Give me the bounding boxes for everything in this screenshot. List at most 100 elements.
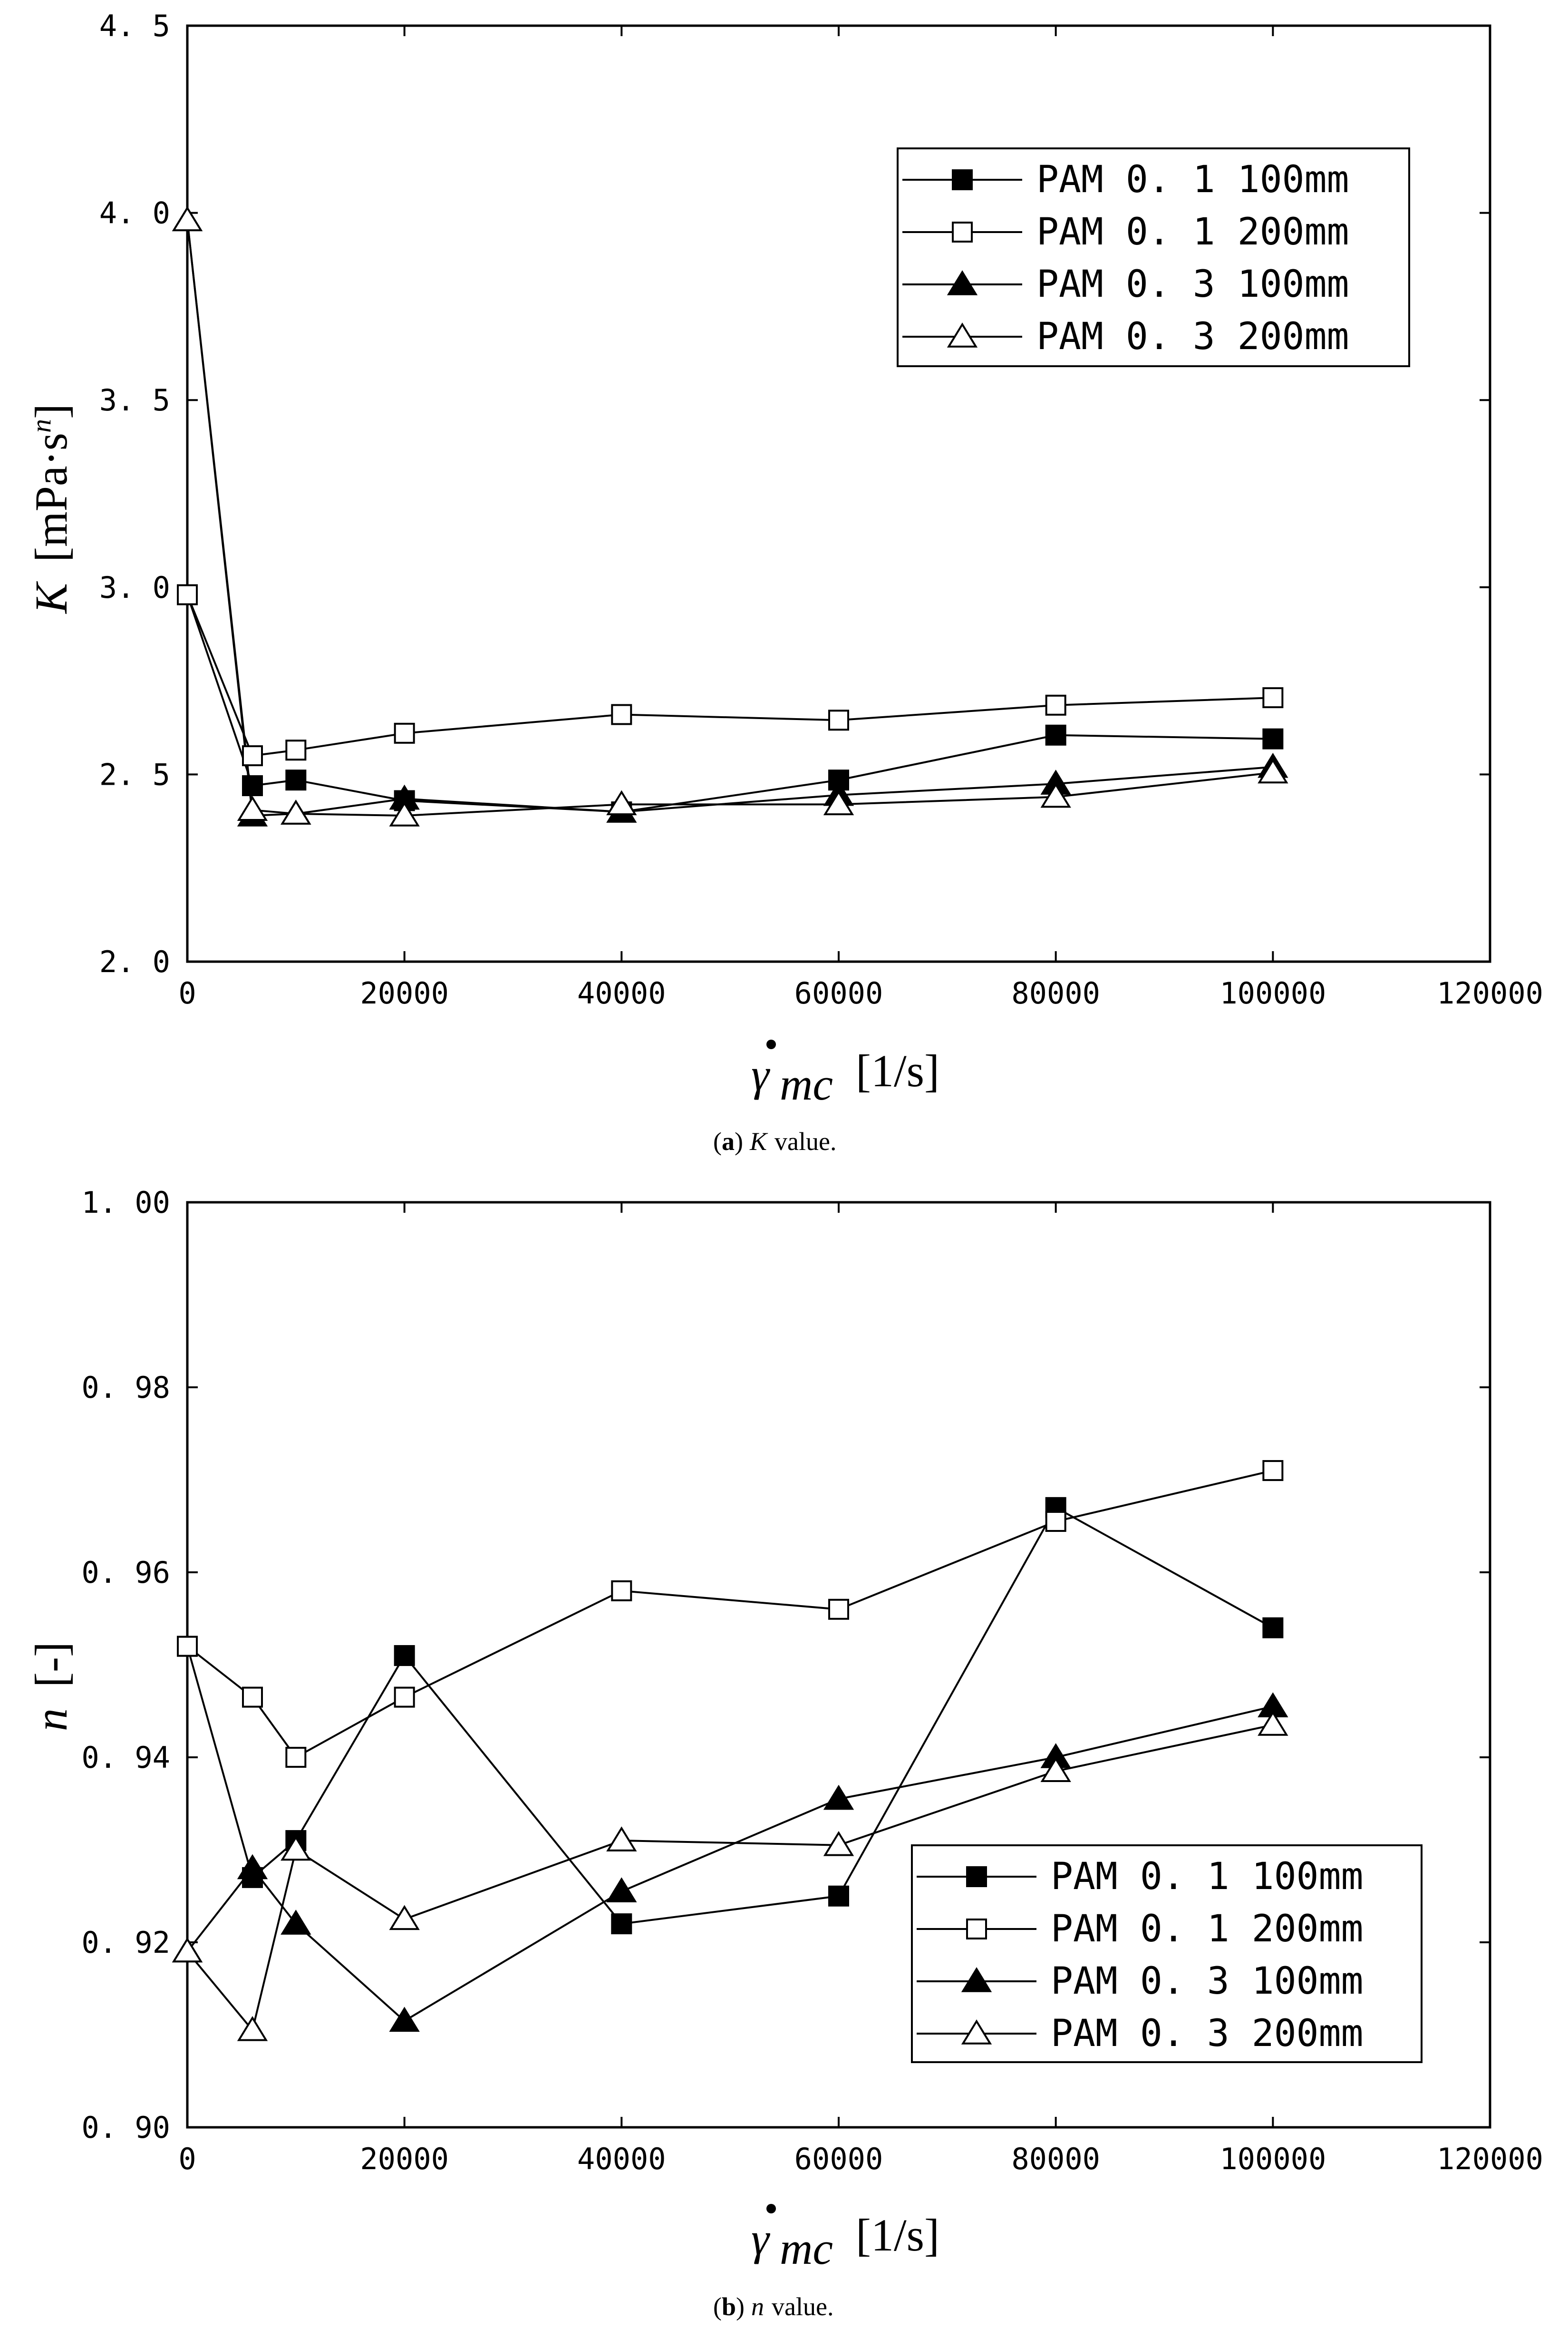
axis-ticks-a: 0 20000 40000 60000 80000 100000 120000 2. 0 2. …	[99, 9, 1543, 1011]
data-point	[828, 1598, 849, 1620]
y-tick-label: 4. 0	[99, 196, 170, 231]
y-tick-label: 2. 5	[99, 757, 170, 792]
data-point	[828, 1885, 849, 1907]
x-tick-label: 20000	[360, 2142, 449, 2176]
x-tick-label: 120000	[1437, 976, 1543, 1011]
data-point	[1258, 758, 1288, 784]
data-point	[606, 790, 637, 816]
legend-box-b	[911, 1844, 1423, 2063]
data-point	[1045, 1511, 1066, 1532]
data-point	[606, 1877, 637, 1902]
legend-marker	[961, 2019, 992, 2045]
legend-label: PAM 0. 1 200mm	[1036, 211, 1349, 253]
y-tick-label: 0. 98	[81, 1370, 170, 1405]
x-tick-label: 100000	[1220, 2142, 1326, 2176]
data-point	[611, 1913, 632, 1935]
data-point	[823, 1831, 854, 1856]
data-point	[237, 2016, 268, 2041]
x-tick-label: 0	[178, 2142, 196, 2176]
y-axis-exponent-a: n	[26, 419, 57, 433]
x-axis-unit-b: [1/s]	[856, 2210, 939, 2260]
legend-label: PAM 0. 3 200mm	[1051, 2012, 1363, 2055]
data-point	[1262, 1617, 1284, 1638]
x-tick-label: 120000	[1437, 2142, 1543, 2176]
caption-a-text: value.	[774, 1127, 836, 1156]
legend-entries-a: PAM 0. 1 100mm PAM 0. 1 200mm PAM 0. 3 100…	[902, 158, 1349, 358]
data-point	[237, 796, 268, 821]
data-point	[1040, 1757, 1071, 1782]
data-point	[281, 1909, 311, 1935]
y-axis-close-a: ]	[26, 404, 77, 419]
caption-a-label: a	[722, 1127, 735, 1156]
caption-b-symbol: n	[751, 2292, 764, 2321]
data-point	[1258, 1711, 1288, 1736]
data-point	[394, 1645, 415, 1666]
legend-marker	[961, 1967, 992, 1992]
caption-b: (b) n value.	[713, 2292, 833, 2321]
svg-text:mc: mc	[780, 2223, 833, 2274]
data-point	[242, 745, 263, 767]
y-tick-label: 4. 5	[99, 9, 170, 43]
data-point	[1045, 724, 1066, 746]
svg-text:mc: mc	[780, 1059, 833, 1110]
series-line	[186, 594, 1273, 757]
data-point	[389, 2007, 420, 2032]
x-tick-label: 40000	[577, 976, 666, 1011]
y-tick-label: 2. 0	[99, 945, 170, 979]
x-tick-label: 20000	[360, 976, 449, 1011]
svg-text:γ: γ	[751, 1049, 770, 1100]
y-tick-label: 3. 0	[99, 570, 170, 605]
x-tick-label: 60000	[794, 2142, 883, 2176]
data-point	[823, 1784, 854, 1810]
x-tick-label: 100000	[1220, 976, 1326, 1011]
y-tick-label: 0. 90	[81, 2110, 170, 2145]
series-line	[186, 1470, 1273, 1759]
x-tick-label: 80000	[1011, 2142, 1100, 2176]
legend-label: PAM 0. 3 200mm	[1036, 315, 1349, 358]
data-point	[242, 1686, 263, 1708]
data-point	[823, 790, 854, 816]
legend-box-a	[897, 147, 1410, 367]
legend-b: PAM 0. 1 100mm PAM 0. 1 200mm PAM 0. 3 100…	[911, 1844, 1423, 2063]
legend-label: PAM 0. 3 100mm	[1051, 1960, 1363, 2003]
chart-panel-b: 0 20000 40000 60000 80000 100000 120000 0. 90 0.…	[26, 1185, 1543, 2321]
data-point	[606, 1826, 637, 1851]
data-point	[281, 799, 311, 825]
data-point	[1262, 1460, 1284, 1481]
series-group-b	[172, 1460, 1288, 2041]
legend-marker	[952, 222, 973, 243]
data-point	[237, 1854, 268, 1880]
x-axis-unit-a: [1/s]	[856, 1045, 939, 1096]
legend-label: PAM 0. 1 100mm	[1036, 158, 1349, 201]
legend-marker	[966, 1866, 987, 1887]
axis-ticks-b: 0 20000 40000 60000 80000 100000 120000 0. 90 0.…	[81, 1185, 1543, 2176]
y-axis-unit-b: [-]	[26, 1642, 77, 1687]
x-tick-label: 60000	[794, 976, 883, 1011]
data-point	[394, 1686, 415, 1708]
data-point	[1045, 694, 1066, 716]
data-point	[389, 1905, 420, 1930]
data-point	[1262, 687, 1284, 709]
data-point	[285, 740, 307, 761]
legend-label: PAM 0. 1 100mm	[1051, 1855, 1363, 1898]
caption-a-symbol: K	[749, 1127, 768, 1156]
legend-marker	[947, 270, 978, 295]
chart-panel-a: 0 20000 40000 60000 80000 100000 120000 2. 0 2. …	[26, 9, 1543, 1156]
data-point	[172, 1937, 203, 1963]
legend-a: PAM 0. 1 100mm PAM 0. 1 200mm PAM 0. 3 100…	[897, 147, 1410, 367]
legend-marker	[952, 169, 973, 190]
data-point	[172, 206, 203, 232]
legend-marker	[947, 322, 978, 348]
data-point	[285, 770, 307, 791]
caption-b-text: value.	[772, 2292, 833, 2321]
data-point	[611, 1580, 632, 1601]
x-tick-label: 80000	[1011, 976, 1100, 1011]
y-tick-label: 0. 92	[81, 1925, 170, 1960]
y-tick-label: 3. 5	[99, 383, 170, 418]
x-tick-label: 40000	[577, 2142, 666, 2176]
svg-text:γ: γ	[751, 2213, 770, 2264]
data-point	[242, 775, 263, 797]
x-tick-label: 0	[178, 976, 196, 1011]
y-tick-label: 0. 94	[81, 1740, 170, 1775]
